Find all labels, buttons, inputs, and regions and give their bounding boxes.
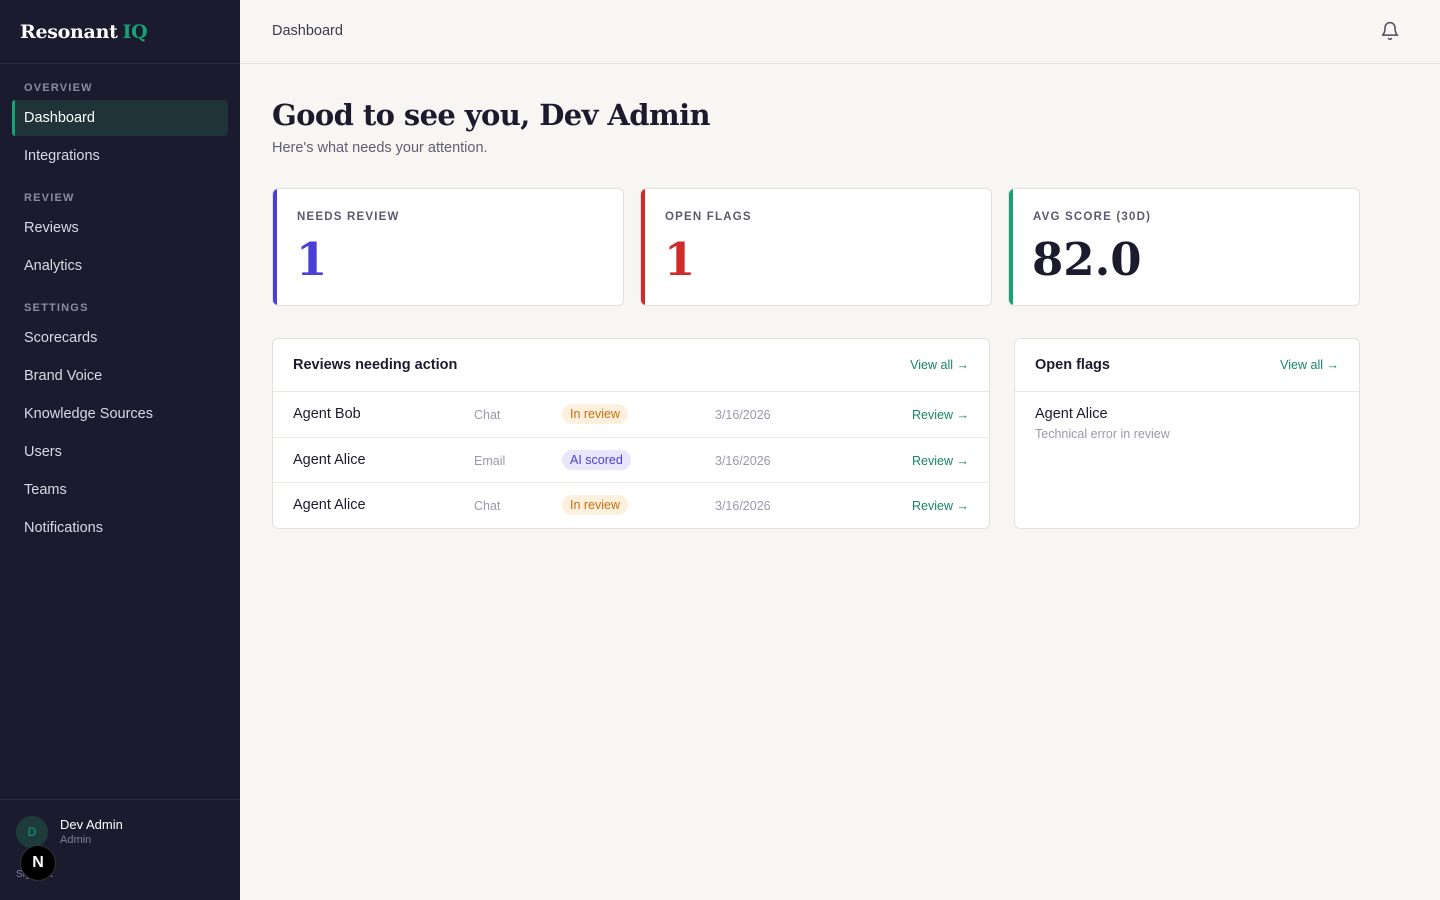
avatar: D [16,816,48,848]
panel-title: Open flags [1035,357,1110,373]
brand-name: Resonant [20,20,118,43]
view-all-reviews-link[interactable]: View all → [910,358,969,372]
stat-card-needs-review: NEEDS REVIEW 1 [272,188,624,306]
sidebar-item-reviews[interactable]: Reviews [24,220,79,236]
status-badge: In review [562,495,629,515]
flags-panel: Open flags View all → Agent Alice Techni… [1014,338,1360,529]
status-badge: In review [562,404,629,424]
user-name: Dev Admin [60,817,123,832]
page-breadcrumb: Dashboard [272,23,343,39]
dev-tools-badge[interactable]: N [20,845,56,881]
sidebar-item-notifications[interactable]: Notifications [24,520,103,536]
status-badge: AI scored [562,449,631,470]
panel-header: Open flags View all → [1015,339,1359,392]
sidebar-item-dashboard[interactable]: Dashboard [12,100,228,136]
panel-header: Reviews needing action View all → [273,339,989,392]
agent-name: Agent Alice [293,497,366,513]
brand-accent: IQ [122,20,148,43]
review-link[interactable]: Review → [912,453,969,468]
page-title: Good to see you, Dev Admin [272,98,711,132]
nav-section-settings: SETTINGS [24,302,89,314]
stat-card-open-flags: OPEN FLAGS 1 [640,188,992,306]
stat-value: 1 [296,233,328,286]
review-link[interactable]: Review → [912,499,969,513]
stat-label: AVG SCORE (30D) [1033,211,1152,223]
view-all-flags-link[interactable]: View all → [1280,358,1339,372]
channel: Email [474,453,506,468]
sidebar-nav: OVERVIEW Dashboard Integrations REVIEW R… [0,82,240,546]
stat-label: NEEDS REVIEW [297,211,400,223]
stat-value: 82.0 [1032,233,1142,286]
sidebar-item-scorecards[interactable]: Scorecards [24,330,98,346]
main-content: Good to see you, Dev Admin Here's what n… [272,64,1360,529]
table-row: Agent Alice Chat In review 3/16/2026 Rev… [273,483,989,528]
agent-name: Agent Bob [293,406,361,422]
sidebar-item-users[interactable]: Users [24,444,62,460]
reviews-panel: Reviews needing action View all → Agent … [272,338,990,529]
agent-name: Agent Alice [293,451,366,468]
sidebar-item-brand-voice[interactable]: Brand Voice [24,368,103,384]
sidebar: Resonant IQ OVERVIEW Dashboard Integratio… [0,0,240,900]
page-subtitle: Here's what needs your attention. [272,140,488,156]
stat-value: 1 [664,233,696,286]
channel: Chat [474,408,501,422]
bell-icon[interactable] [1380,21,1400,41]
review-date: 3/16/2026 [715,408,771,422]
flag-description: Technical error in review [1035,427,1170,441]
sidebar-item-integrations[interactable]: Integrations [24,148,100,164]
review-link[interactable]: Review → [912,408,969,422]
review-date: 3/16/2026 [715,499,771,513]
user-block: D Dev Admin Admin Sign out N [0,799,240,900]
stats-row: NEEDS REVIEW 1 OPEN FLAGS 1 AVG SCORE (3… [272,188,1360,306]
nav-section-review: REVIEW [24,192,75,204]
flag-agent-name: Agent Alice [1035,406,1108,422]
table-row: Agent Alice Email AI scored 3/16/2026 Re… [273,438,989,483]
stat-card-avg-score: AVG SCORE (30D) 82.0 [1008,188,1360,306]
channel: Chat [474,499,501,513]
table-row: Agent Bob Chat In review 3/16/2026 Revie… [273,392,989,438]
panel-title: Reviews needing action [293,357,458,373]
sidebar-item-analytics[interactable]: Analytics [24,258,83,274]
sidebar-item-knowledge-sources[interactable]: Knowledge Sources [24,406,153,422]
topbar: Dashboard [240,0,1440,64]
sidebar-item-teams[interactable]: Teams [24,482,67,498]
user-role: Admin [60,834,92,846]
nav-section-overview: OVERVIEW [24,82,93,94]
brand-logo[interactable]: Resonant IQ [0,0,240,64]
review-date: 3/16/2026 [715,453,771,468]
stat-label: OPEN FLAGS [665,211,752,223]
list-item[interactable]: Agent Alice Technical error in review [1035,406,1170,441]
